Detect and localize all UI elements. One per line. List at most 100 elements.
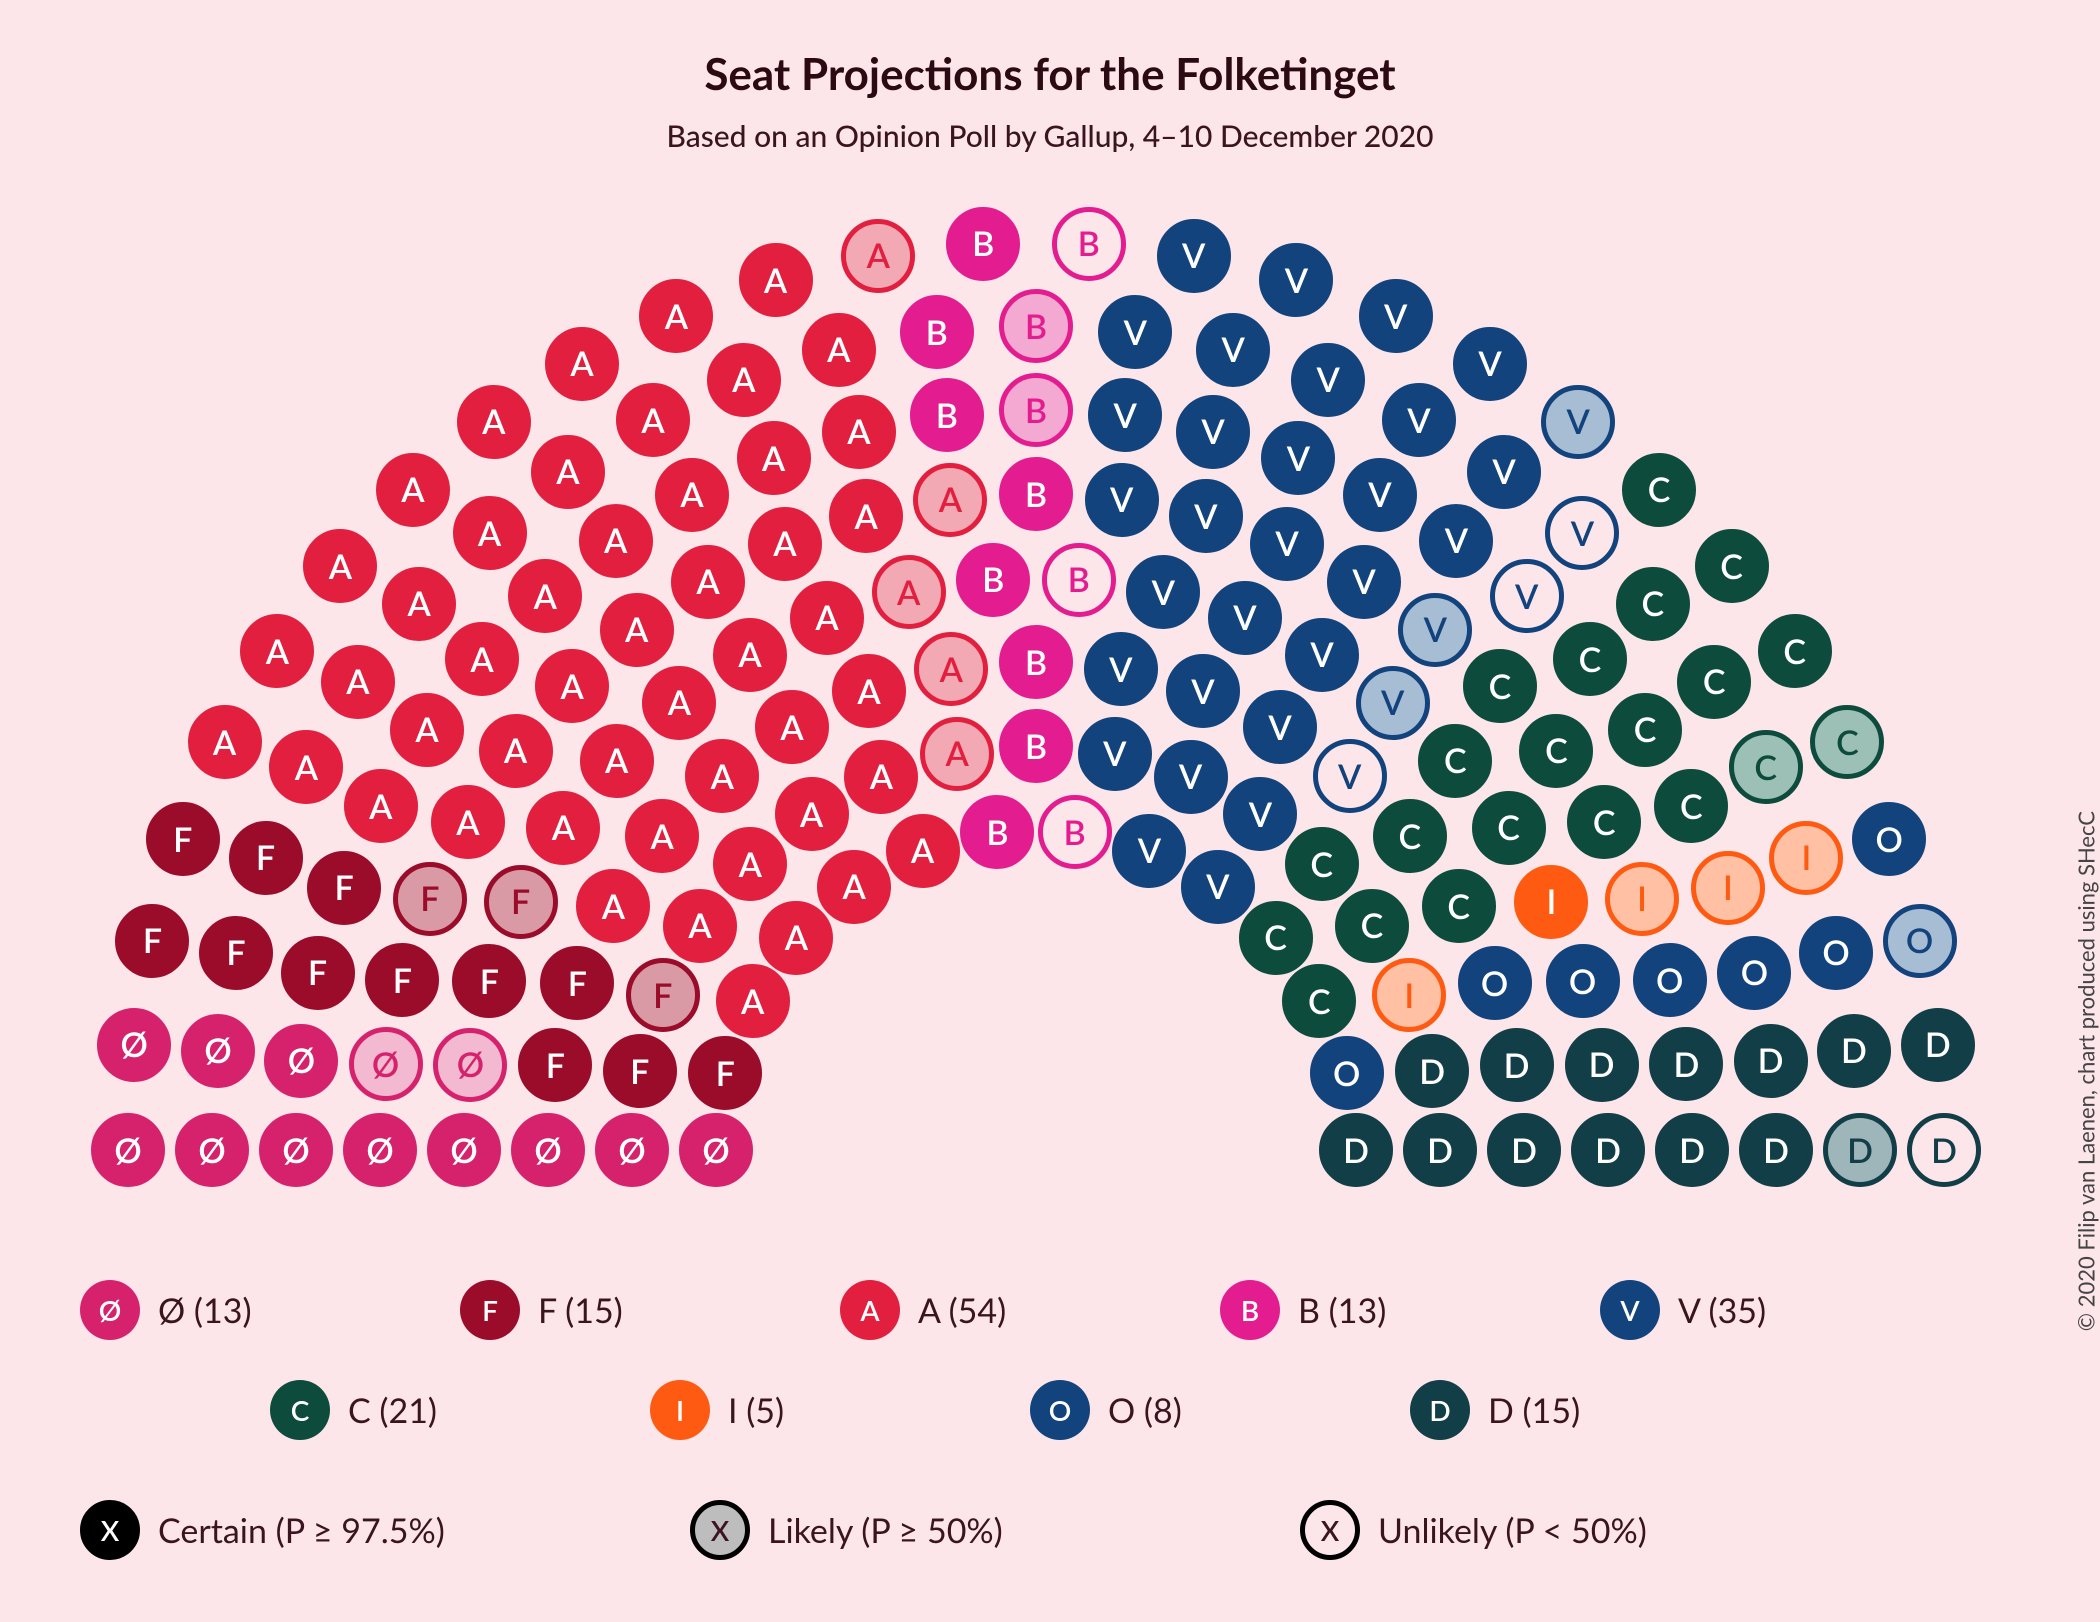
- seat: O: [1310, 1036, 1384, 1110]
- chart-subtitle: Based on an Opinion Poll by Gallup, 4–10…: [0, 118, 2100, 154]
- seat: F: [626, 958, 700, 1032]
- seat: V: [1098, 295, 1172, 369]
- seat: A: [303, 529, 377, 603]
- seat: A: [832, 654, 906, 728]
- seat: V: [1176, 395, 1250, 469]
- seat: C: [1677, 645, 1751, 719]
- seat: V: [1166, 654, 1240, 728]
- seat: B: [1052, 207, 1126, 281]
- seat: A: [600, 593, 674, 667]
- seat: V: [1359, 279, 1433, 353]
- seat: Ø: [259, 1113, 333, 1187]
- seat: C: [1810, 705, 1884, 779]
- seat: A: [535, 649, 609, 723]
- legend-party-dot: D: [1410, 1380, 1470, 1440]
- seat: D: [1487, 1113, 1561, 1187]
- seat: Ø: [595, 1113, 669, 1187]
- seat: C: [1239, 901, 1313, 975]
- legend-party-dot: Ø: [80, 1280, 140, 1340]
- seat: A: [240, 614, 314, 688]
- seat: O: [1633, 943, 1707, 1017]
- seat: O: [1546, 944, 1620, 1018]
- seat: I: [1769, 821, 1843, 895]
- seat: A: [713, 827, 787, 901]
- seat: Ø: [433, 1028, 507, 1102]
- seat: V: [1259, 243, 1333, 317]
- seat: A: [344, 769, 418, 843]
- seat: F: [146, 802, 220, 876]
- seat: A: [531, 435, 605, 509]
- seat: A: [716, 964, 790, 1038]
- seat: Ø: [427, 1113, 501, 1187]
- legend-party-item: FF (15): [460, 1280, 623, 1340]
- seat: A: [829, 479, 903, 553]
- seat: A: [545, 327, 619, 401]
- seat: A: [526, 791, 600, 865]
- seat: C: [1335, 889, 1409, 963]
- seat: C: [1695, 529, 1769, 603]
- legend-prob-label: Likely (P ≥ 50%): [768, 1510, 1003, 1551]
- seat: V: [1343, 458, 1417, 532]
- seat: V: [1243, 690, 1317, 764]
- legend-party-label: I (5): [728, 1390, 784, 1431]
- seat: D: [1734, 1024, 1808, 1098]
- seat: O: [1852, 802, 1926, 876]
- seat: B: [1038, 795, 1112, 869]
- legend-prob-dot: X: [80, 1500, 140, 1560]
- legend-party-item: II (5): [650, 1380, 784, 1440]
- legend-prob-item: X Likely (P ≥ 50%): [690, 1500, 1003, 1560]
- seat: D: [1901, 1008, 1975, 1082]
- seat: A: [376, 453, 450, 527]
- seat: D: [1649, 1027, 1723, 1101]
- seat: A: [639, 279, 713, 353]
- seat: C: [1422, 869, 1496, 943]
- seat: B: [999, 457, 1073, 531]
- seat: B: [960, 795, 1034, 869]
- seat: Ø: [91, 1113, 165, 1187]
- legend-party-item: AA (54): [840, 1280, 1006, 1340]
- seat: C: [1418, 724, 1492, 798]
- seat: A: [707, 343, 781, 417]
- seat: C: [1729, 730, 1803, 804]
- seat: Ø: [181, 1014, 255, 1088]
- seat: Ø: [349, 1027, 423, 1101]
- seat: A: [844, 740, 918, 814]
- legend-party-item: OO (8): [1030, 1380, 1182, 1440]
- seat: A: [453, 496, 527, 570]
- legend-party-dot: F: [460, 1280, 520, 1340]
- seat: D: [1395, 1034, 1469, 1108]
- legend-party-dot: C: [270, 1380, 330, 1440]
- seat: V: [1196, 313, 1270, 387]
- seat: A: [616, 383, 690, 457]
- seat: B: [956, 543, 1030, 617]
- seat: V: [1545, 496, 1619, 570]
- seat: D: [1571, 1113, 1645, 1187]
- chart-credit: © 2020 Filip van Laenen, chart produced …: [2073, 811, 2100, 1331]
- seat: F: [540, 946, 614, 1020]
- legend-prob-dot: X: [690, 1500, 750, 1560]
- seat: A: [841, 219, 915, 293]
- seat: C: [1608, 693, 1682, 767]
- seat: A: [775, 777, 849, 851]
- seat: F: [365, 943, 439, 1017]
- seat: O: [1883, 904, 1957, 978]
- seat: V: [1085, 463, 1159, 537]
- seat: A: [663, 889, 737, 963]
- seat: B: [1042, 543, 1116, 617]
- legend-prob-label: Unlikely (P < 50%): [1378, 1510, 1647, 1551]
- seat: A: [479, 714, 553, 788]
- legend-party-label: C (21): [348, 1390, 437, 1431]
- legend-party-dot: O: [1030, 1380, 1090, 1440]
- seat: V: [1327, 545, 1401, 619]
- seat: A: [886, 814, 960, 888]
- seat: C: [1282, 964, 1356, 1038]
- seat: V: [1154, 740, 1228, 814]
- seat: B: [900, 295, 974, 369]
- seat: O: [1458, 946, 1532, 1020]
- seat: F: [393, 862, 467, 936]
- seat: A: [822, 395, 896, 469]
- seat: D: [1655, 1113, 1729, 1187]
- legend-party-dot: A: [840, 1280, 900, 1340]
- seat: A: [755, 690, 829, 764]
- seat: F: [452, 944, 526, 1018]
